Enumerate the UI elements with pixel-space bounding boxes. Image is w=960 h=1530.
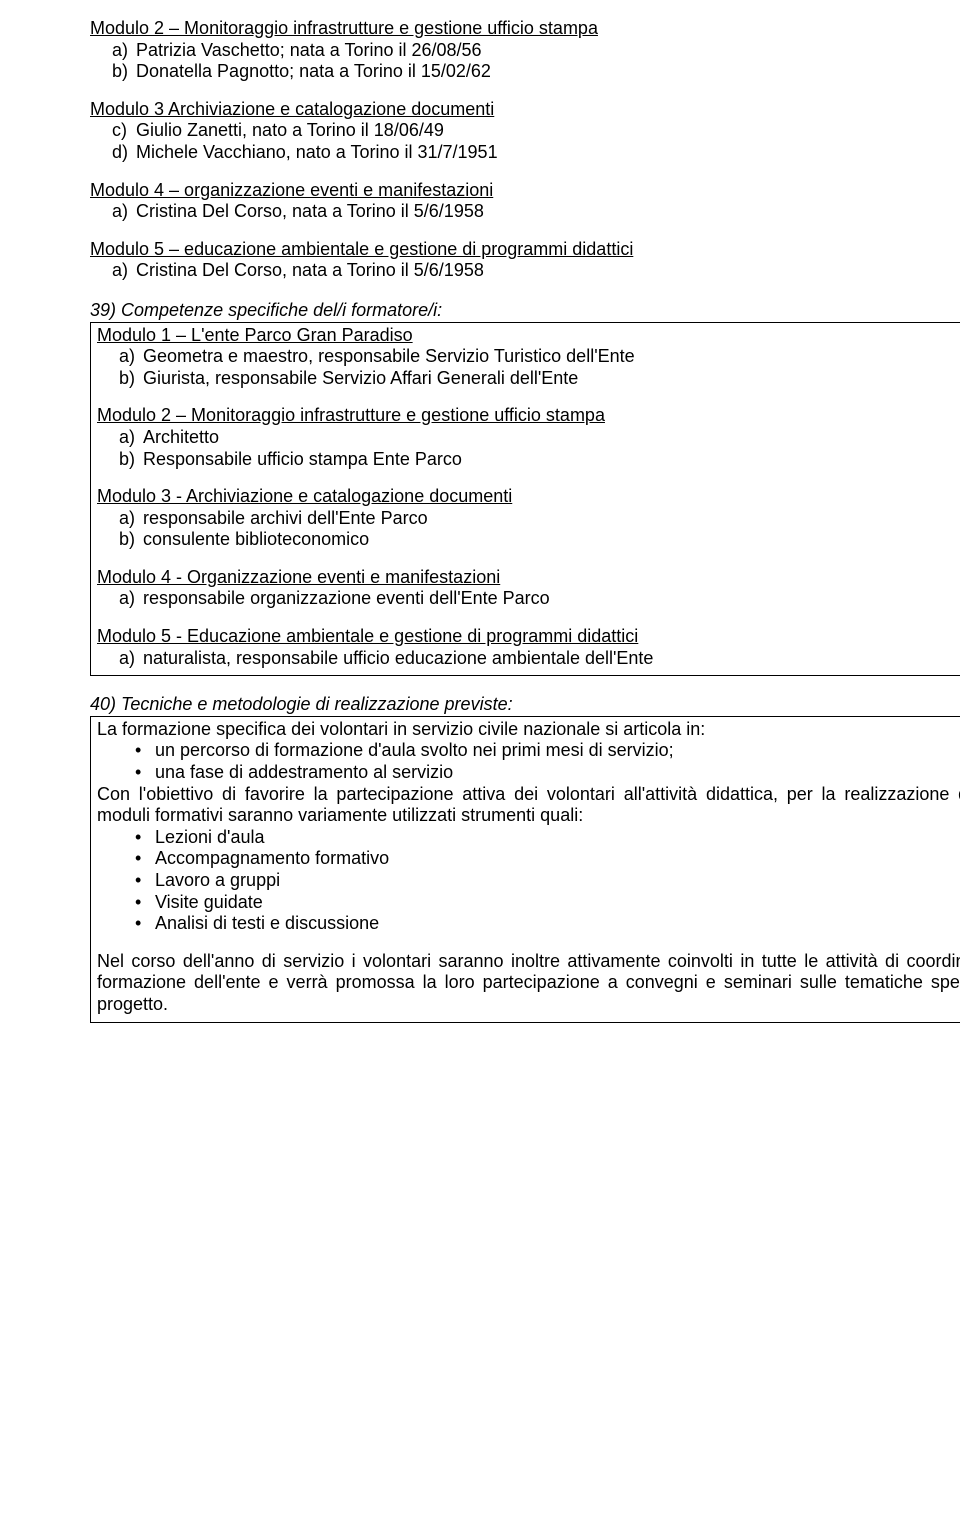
q40-intro-bullets: un percorso di formazione d'aula svolto … [97,740,960,783]
list-item: responsabile organizzazione eventi dell'… [97,588,960,610]
list-item: Michele Vacchiano, nato a Torino il 31/7… [90,142,960,164]
box-q40: La formazione specifica dei volontari in… [90,716,960,1023]
q40-heading: 40) Tecniche e metodologie di realizzazi… [90,694,960,716]
box-formatori-dati: Modulo 2 – Monitoraggio infrastrutture e… [90,18,960,282]
q40-para2: Nel corso dell'anno di servizio i volont… [97,951,960,1016]
list-item: Cristina Del Corso, nata a Torino il 5/6… [90,260,960,282]
list-item: Donatella Pagnotto; nata a Torino il 15/… [90,61,960,83]
module-4-list: Cristina Del Corso, nata a Torino il 5/6… [90,201,960,223]
q39-m4-title: Modulo 4 - Organizzazione eventi e manif… [97,567,960,589]
q39-m4-list: responsabile organizzazione eventi dell'… [97,588,960,610]
module-2-title: Modulo 2 – Monitoraggio infrastrutture e… [90,18,960,40]
page-number: Pag 18 [90,1041,960,1060]
module-5-title: Modulo 5 – educazione ambientale e gesti… [90,239,960,261]
list-item: Analisi di testi e discussione [97,913,960,935]
list-item: Patrizia Vaschetto; nata a Torino il 26/… [90,40,960,62]
q40-tools-bullets: Lezioni d'aula Accompagnamento formativo… [97,827,960,935]
list-item: Lezioni d'aula [97,827,960,849]
list-item: Geometra e maestro, responsabile Servizi… [97,346,960,368]
q40-para1: Con l'obiettivo di favorire la partecipa… [97,784,960,827]
list-item: consulente biblioteconomico [97,529,960,551]
q39-m5-title: Modulo 5 - Educazione ambientale e gesti… [97,626,960,648]
q39-m1-title: Modulo 1 – L'ente Parco Gran Paradiso [97,325,960,347]
module-2-list: Patrizia Vaschetto; nata a Torino il 26/… [90,40,960,83]
module-3-list: Giulio Zanetti, nato a Torino il 18/06/4… [90,120,960,163]
q39-m3-title: Modulo 3 - Archiviazione e catalogazione… [97,486,960,508]
module-3-title: Modulo 3 Archiviazione e catalogazione d… [90,99,960,121]
list-item: Visite guidate [97,892,960,914]
list-item: Architetto [97,427,960,449]
q39-heading: 39) Competenze specifiche del/i formator… [90,300,960,322]
list-item: Giulio Zanetti, nato a Torino il 18/06/4… [90,120,960,142]
list-item: naturalista, responsabile ufficio educaz… [97,648,960,670]
box-q39: Modulo 1 – L'ente Parco Gran Paradiso Ge… [90,322,960,677]
list-item: responsabile archivi dell'Ente Parco [97,508,960,530]
list-item: un percorso di formazione d'aula svolto … [97,740,960,762]
list-item: Giurista, responsabile Servizio Affari G… [97,368,960,390]
list-item: Responsabile ufficio stampa Ente Parco [97,449,960,471]
list-item: Cristina Del Corso, nata a Torino il 5/6… [90,201,960,223]
module-5-list: Cristina Del Corso, nata a Torino il 5/6… [90,260,960,282]
q39-m5-list: naturalista, responsabile ufficio educaz… [97,648,960,670]
q39-m2-title: Modulo 2 – Monitoraggio infrastrutture e… [97,405,960,427]
q39-m2-list: Architetto Responsabile ufficio stampa E… [97,427,960,470]
q39-m1-list: Geometra e maestro, responsabile Servizi… [97,346,960,389]
list-item: Lavoro a gruppi [97,870,960,892]
list-item: Accompagnamento formativo [97,848,960,870]
module-4-title: Modulo 4 – organizzazione eventi e manif… [90,180,960,202]
q40-intro: La formazione specifica dei volontari in… [97,719,960,741]
q39-m3-list: responsabile archivi dell'Ente Parco con… [97,508,960,551]
list-item: una fase di addestramento al servizio [97,762,960,784]
